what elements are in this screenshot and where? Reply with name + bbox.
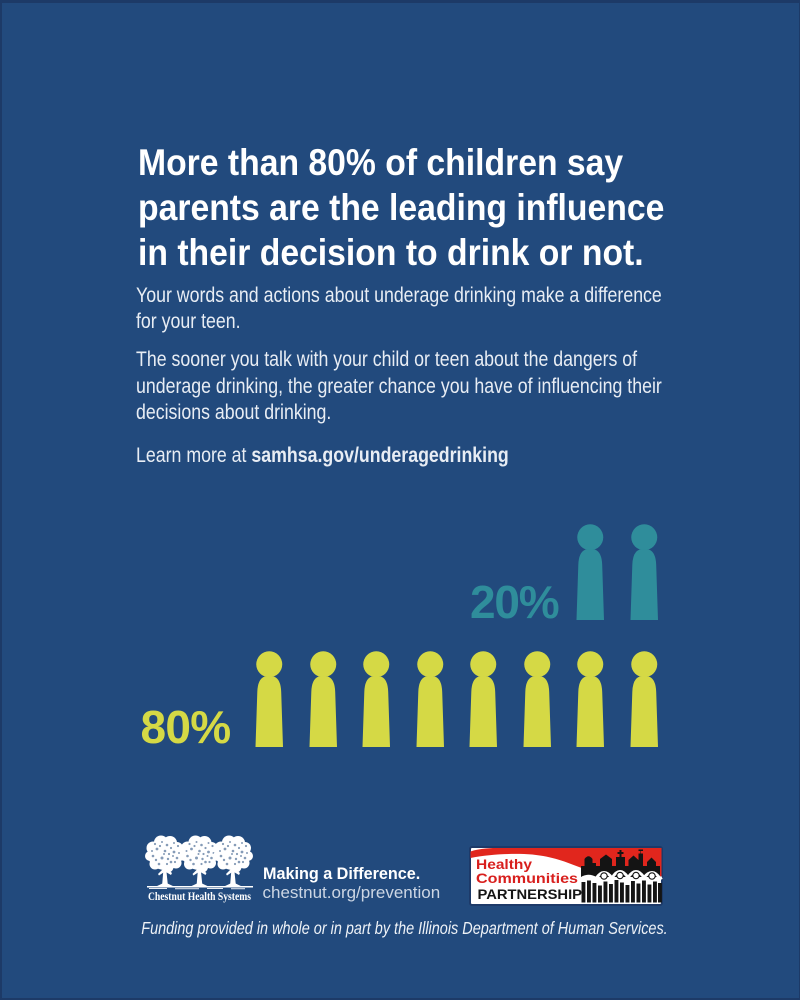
svg-text:Healthy: Healthy <box>476 857 532 872</box>
svg-text:Chestnut Health Systems: Chestnut Health Systems <box>148 890 252 902</box>
svg-text:Communities: Communities <box>476 870 578 885</box>
svg-text:PARTNERSHIP: PARTNERSHIP <box>477 887 582 903</box>
